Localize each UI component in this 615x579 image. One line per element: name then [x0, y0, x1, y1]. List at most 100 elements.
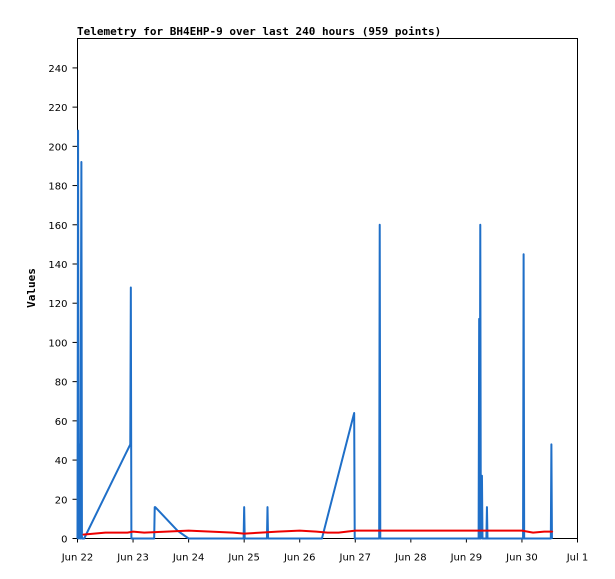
- series-1-point: [188, 530, 190, 532]
- series-1-point: [104, 532, 106, 534]
- series-0-point: [78, 537, 80, 540]
- y-tick-label: 20: [55, 495, 68, 506]
- series-0-point: [267, 537, 269, 540]
- series-0-point: [478, 318, 480, 320]
- y-tick-label: 60: [55, 417, 68, 428]
- y-tick-label: 180: [48, 182, 67, 193]
- series-0-point: [522, 537, 524, 540]
- series-0-point: [266, 506, 269, 508]
- series-0-point: [379, 224, 381, 226]
- y-tick-label: 200: [48, 142, 67, 153]
- series-layer: [76, 129, 554, 540]
- series-1-point: [465, 530, 467, 532]
- x-tick-label: Jun 25: [227, 553, 260, 564]
- x-tick-label: Jul 1: [566, 553, 589, 564]
- series-1-point: [438, 530, 440, 532]
- x-tick-label: Jun 27: [339, 553, 372, 564]
- series-0-point: [243, 506, 245, 508]
- x-axis: Jun 22 Jun 23 Jun 24 Jun 25 Jun 26 Jun 27 Jun …: [61, 538, 589, 564]
- y-tick-label: 120: [48, 299, 67, 310]
- chart-title: Telemetry for BH4EHP-9 over last 240 hou…: [77, 25, 441, 38]
- series-0-point: [481, 537, 484, 540]
- y-axis: 0 20 40 60 80 100 120 140 160 180 200 220 240: [48, 64, 78, 546]
- series-0-point: [188, 537, 190, 540]
- series-0-point: [479, 224, 481, 226]
- series-1-point: [143, 532, 145, 534]
- series-1-point: [260, 532, 262, 534]
- y-tick-label: 0: [61, 535, 67, 546]
- series-1-point: [165, 531, 167, 533]
- series-0-point: [154, 506, 156, 508]
- series-1-point: [299, 530, 301, 532]
- series-1-point: [499, 530, 501, 532]
- y-axis-label: Values: [25, 268, 38, 308]
- series-1-point: [276, 531, 279, 533]
- series-0-point: [130, 286, 132, 289]
- series-0: [76, 129, 553, 540]
- y-tick-label: 160: [48, 221, 67, 232]
- series-0-point: [354, 537, 356, 540]
- series-0-point: [551, 537, 553, 540]
- x-tick-label: Jun 26: [283, 553, 316, 564]
- series-0-point: [523, 253, 525, 255]
- series-1-point: [232, 532, 234, 534]
- series-0-point: [480, 537, 482, 540]
- series-0-point: [550, 443, 552, 445]
- series-1-point: [132, 531, 134, 533]
- series-1-point: [410, 530, 412, 532]
- series-1-point: [315, 531, 317, 533]
- series-0-point: [153, 537, 155, 540]
- series-0-point: [478, 537, 480, 540]
- series-0-point: [130, 537, 132, 540]
- series-0-line: [76, 129, 553, 540]
- x-tick-label: Jun 24: [172, 553, 205, 564]
- series-0-point: [479, 537, 481, 540]
- x-tick-label: Jun 22: [61, 553, 94, 564]
- series-0-point: [353, 412, 355, 414]
- series-0-point: [550, 537, 552, 540]
- series-0-point: [266, 537, 268, 540]
- series-1-point: [551, 531, 554, 533]
- series-0-point: [379, 537, 381, 540]
- series-1-point: [521, 530, 523, 532]
- series-1-point: [354, 530, 356, 532]
- series-1-point: [543, 531, 545, 533]
- series-1-point: [243, 533, 245, 535]
- series-1-point: [532, 532, 534, 534]
- series-0-point: [79, 537, 81, 540]
- series-0-point: [523, 537, 525, 540]
- series-0-point: [129, 443, 131, 445]
- series-1-point: [338, 532, 340, 534]
- series-0-point: [83, 537, 85, 540]
- y-tick-label: 80: [55, 378, 68, 389]
- x-tick-label: Jun 23: [116, 553, 149, 564]
- series-1-point: [126, 532, 129, 534]
- y-tick-label: 140: [48, 260, 67, 271]
- series-1-point: [210, 531, 212, 533]
- x-tick-label: Jun 28: [394, 553, 427, 564]
- y-tick-label: 220: [48, 103, 67, 114]
- series-0-point: [486, 537, 489, 540]
- series-0-point: [77, 130, 79, 132]
- series-0-point: [485, 537, 487, 540]
- series-0-point: [244, 537, 246, 540]
- series-1-point: [482, 530, 484, 532]
- series-0-point: [378, 537, 380, 540]
- series-1-point: [382, 530, 384, 532]
- series-0-point: [81, 537, 83, 540]
- series-1-point: [82, 533, 84, 536]
- x-tick-label: Jun 30: [505, 553, 538, 564]
- y-tick-label: 100: [48, 338, 67, 349]
- series-1-point: [326, 532, 329, 534]
- series-0-point: [80, 161, 82, 163]
- y-tick-label: 40: [55, 456, 68, 467]
- plot-frame: [77, 38, 578, 539]
- x-tick-label: Jun 29: [450, 553, 483, 564]
- series-0-point: [79, 443, 81, 445]
- series-0-point: [481, 475, 483, 477]
- series-0-point: [486, 506, 488, 508]
- series-1: [82, 529, 554, 536]
- series-0-point: [76, 537, 79, 540]
- y-tick-label: 240: [48, 64, 67, 75]
